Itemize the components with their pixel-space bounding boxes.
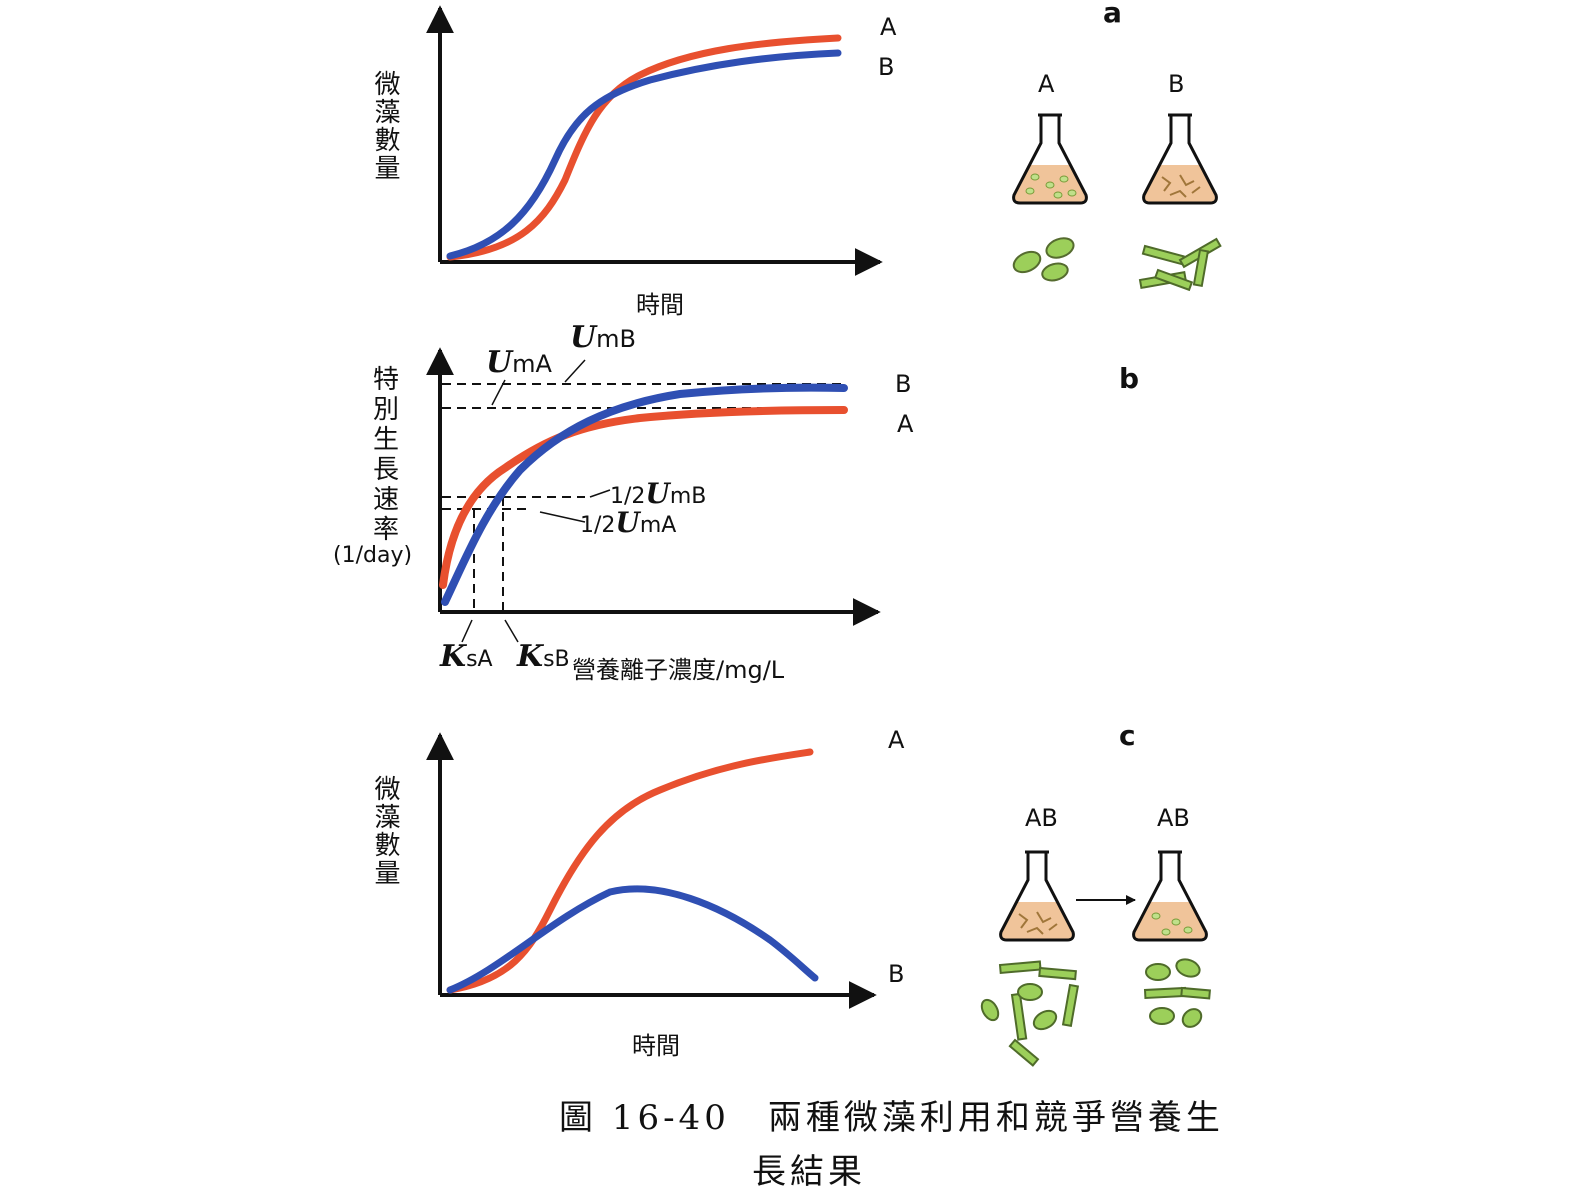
panel-b-y-label: 特 別 生 長 速 率 (1/day) — [333, 365, 412, 568]
panel-b-x-label: 營養離子濃度/mg/L — [572, 656, 785, 684]
panel-b-ks-b: KsB — [516, 639, 570, 674]
svg-text:速: 速 — [373, 485, 399, 515]
panel-c-cells-left — [978, 962, 1077, 1066]
panel-b-letter: b — [1119, 362, 1139, 395]
svg-text:長: 長 — [373, 455, 399, 485]
panel-a-flask-a-label: A — [1038, 70, 1055, 98]
panel-a-x-label: 時間 — [636, 291, 684, 319]
panel-c-letter: c — [1119, 719, 1136, 752]
panel-c-curve-b — [450, 889, 815, 990]
svg-text:別: 別 — [373, 395, 399, 425]
panel-a-flask-b: B — [1140, 70, 1220, 290]
figure-caption-line2: 長結果 — [752, 1144, 866, 1193]
panel-c-flask-right: AB — [1134, 804, 1210, 1031]
panel-c-chart: A B 微藻數量 時間 — [370, 726, 905, 1060]
panel-a-flask-b-label: B — [1168, 70, 1184, 98]
panel-b-um-a: UmA — [486, 345, 553, 380]
panel-b-half-um-a: 1/2UmA — [580, 506, 676, 539]
panel-c-cells-right — [1145, 956, 1210, 1030]
panel-c-series-a-label: A — [888, 726, 905, 754]
panel-c-flask-left: AB — [978, 804, 1077, 1065]
panel-a-series-b-label: B — [878, 53, 894, 81]
panel-b-um-b: UmB — [570, 320, 636, 355]
panel-c-y-label: 微藻數量 — [370, 775, 400, 887]
panel-c-curve-a — [450, 752, 810, 990]
panel-b-series-b-label: B — [895, 370, 911, 398]
panel-a-flask-a: A — [1011, 70, 1087, 283]
panel-c-x-label: 時間 — [632, 1032, 680, 1060]
panel-c-series-b-label: B — [888, 960, 904, 988]
panel-a-cells-b — [1140, 239, 1220, 290]
panel-a-series-a-label: A — [880, 13, 897, 41]
panel-a-curve-b — [450, 53, 838, 256]
panel-c-flask-left-label: AB — [1025, 804, 1058, 832]
panel-b-y-unit: (1/day) — [333, 543, 412, 568]
panel-c-flask-right-label: AB — [1157, 804, 1190, 832]
svg-text:率: 率 — [373, 515, 399, 545]
svg-text:生: 生 — [373, 425, 399, 455]
panel-a-letter: a — [1103, 0, 1122, 29]
panel-b-series-a-label: A — [897, 410, 914, 438]
panel-a-cells-a — [1011, 235, 1077, 283]
figure-caption-line1: 圖 16-40 兩種微藻利用和競爭營養生 — [559, 1090, 1224, 1139]
panel-a-chart: A B 微藻數量 時間 — [370, 8, 897, 319]
panel-a-y-label: 微藻數量 — [370, 70, 400, 182]
panel-b-chart: UmA UmB 1/2UmB 1/2UmA KsA KsB 營養離子濃度/mg/… — [333, 320, 914, 684]
figure-canvas: A B 微藻數量 時間 a A B — [0, 0, 1587, 1200]
svg-text:特: 特 — [373, 365, 399, 395]
panel-b-ks-a: KsA — [439, 639, 493, 674]
